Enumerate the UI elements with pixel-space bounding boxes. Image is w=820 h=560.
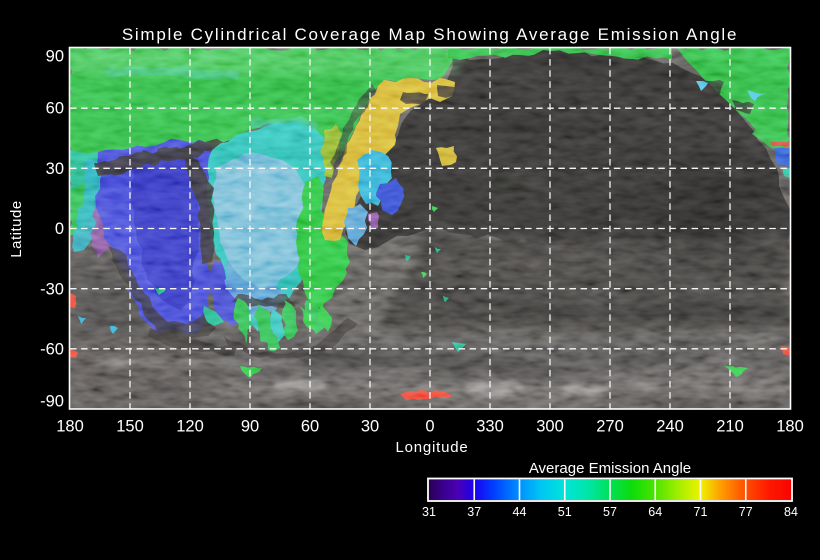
svg-text:Longitude: Longitude — [395, 439, 468, 456]
svg-text:150: 150 — [116, 418, 144, 436]
svg-text:0: 0 — [425, 418, 434, 436]
svg-text:57: 57 — [603, 505, 617, 519]
svg-text:30: 30 — [46, 160, 64, 178]
svg-text:0: 0 — [55, 220, 64, 238]
svg-text:90: 90 — [46, 48, 64, 66]
svg-text:180: 180 — [776, 418, 804, 436]
svg-text:84: 84 — [784, 505, 798, 519]
svg-text:240: 240 — [656, 418, 684, 436]
svg-text:-60: -60 — [40, 341, 64, 359]
svg-text:-30: -30 — [40, 280, 64, 298]
svg-text:-90: -90 — [40, 393, 64, 411]
svg-text:64: 64 — [648, 505, 662, 519]
svg-text:120: 120 — [176, 418, 204, 436]
svg-text:300: 300 — [536, 418, 564, 436]
svg-text:180: 180 — [56, 418, 84, 436]
svg-text:90: 90 — [241, 418, 259, 436]
svg-text:60: 60 — [301, 418, 319, 436]
svg-text:51: 51 — [558, 505, 572, 519]
svg-text:330: 330 — [476, 418, 504, 436]
svg-text:Latitude: Latitude — [8, 200, 25, 257]
svg-text:270: 270 — [596, 418, 624, 436]
svg-text:77: 77 — [739, 505, 753, 519]
svg-text:71: 71 — [694, 505, 708, 519]
svg-text:210: 210 — [716, 418, 744, 436]
svg-text:30: 30 — [361, 418, 379, 436]
svg-text:37: 37 — [467, 505, 481, 519]
svg-text:Average Emission Angle: Average Emission Angle — [529, 460, 691, 477]
svg-text:44: 44 — [513, 505, 527, 519]
svg-text:Simple Cylindrical Coverage Ma: Simple Cylindrical Coverage Map Showing … — [122, 25, 738, 44]
svg-text:60: 60 — [46, 100, 64, 118]
svg-text:31: 31 — [422, 505, 436, 519]
